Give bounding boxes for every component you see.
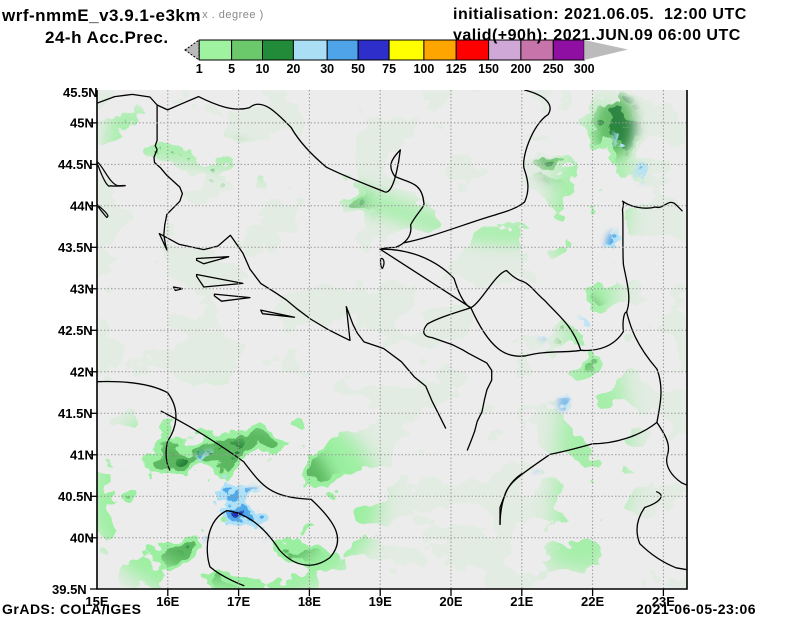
svg-text:43N: 43N bbox=[70, 281, 94, 296]
svg-text:45N: 45N bbox=[70, 116, 94, 131]
svg-text:18E: 18E bbox=[298, 594, 321, 609]
svg-text:16E: 16E bbox=[156, 594, 179, 609]
svg-text:21E: 21E bbox=[510, 594, 533, 609]
svg-text:41.5N: 41.5N bbox=[58, 406, 93, 421]
svg-text:41N: 41N bbox=[70, 447, 94, 462]
svg-text:22E: 22E bbox=[581, 594, 604, 609]
svg-text:40.5N: 40.5N bbox=[58, 489, 93, 504]
svg-text:44.5N: 44.5N bbox=[58, 157, 93, 172]
svg-text:17E: 17E bbox=[227, 594, 250, 609]
svg-text:40N: 40N bbox=[70, 530, 94, 545]
svg-text:45.5N: 45.5N bbox=[63, 85, 98, 100]
svg-text:39.5N: 39.5N bbox=[52, 582, 87, 597]
svg-text:19E: 19E bbox=[369, 594, 392, 609]
svg-text:44N: 44N bbox=[70, 198, 94, 213]
svg-text:42N: 42N bbox=[70, 364, 94, 379]
svg-text:42.5N: 42.5N bbox=[58, 323, 93, 338]
svg-text:20E: 20E bbox=[439, 594, 462, 609]
svg-text:43.5N: 43.5N bbox=[58, 240, 93, 255]
